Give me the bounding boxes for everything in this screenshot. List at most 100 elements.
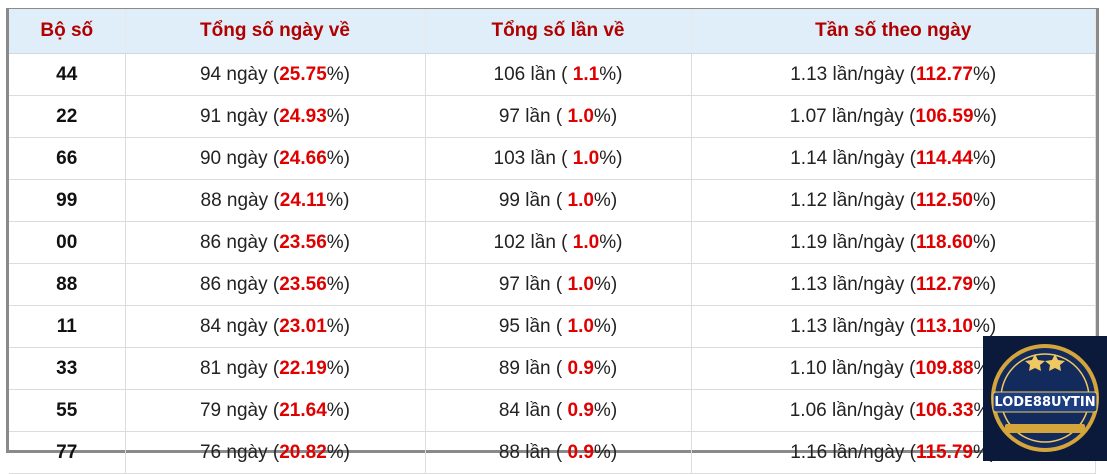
percent-value: 1.0 bbox=[567, 315, 594, 337]
percent-value: 24.11 bbox=[279, 189, 327, 211]
logo-star bbox=[1045, 354, 1065, 371]
header-row: Bộ số Tổng số ngày về Tổng số lần về Tần số… bbox=[9, 9, 1096, 54]
percent-value: 115.79 bbox=[915, 441, 974, 463]
cell-text: %) bbox=[973, 231, 997, 253]
percent-value: 23.01 bbox=[279, 315, 327, 337]
cell-text: 90 ngày ( bbox=[199, 147, 280, 169]
table-row: 55 79 ngày (21.64%) 84 lần ( 0.9%) 1.06 lần… bbox=[9, 389, 1096, 432]
cell-text: 106 lần ( bbox=[493, 63, 573, 85]
number-cell: 55 bbox=[9, 389, 126, 432]
lan-cell: 88 lần ( 0.9%) bbox=[425, 431, 692, 474]
table-frame: Bộ số Tổng số ngày về Tổng số lần về Tần số… bbox=[6, 8, 1099, 474]
cell-text: %) bbox=[326, 231, 350, 253]
percent-value: 0.9 bbox=[567, 441, 594, 463]
cell-text: %) bbox=[593, 441, 618, 463]
cell-text: 86 ngày ( bbox=[199, 231, 280, 253]
table-row: 88 86 ngày (23.56%) 97 lần ( 1.0%) 1.13 lần… bbox=[9, 263, 1096, 306]
lan-cell: 84 lần ( 0.9%) bbox=[425, 389, 692, 432]
percent-value: 1.0 bbox=[572, 231, 600, 253]
percent-value: 23.56 bbox=[279, 231, 327, 253]
cell-text: 84 ngày ( bbox=[199, 315, 280, 337]
lan-cell: 102 lần ( 1.0%) bbox=[425, 221, 692, 264]
cell-text: %) bbox=[326, 105, 350, 127]
percent-value: 20.82 bbox=[279, 441, 327, 463]
ngay-cell: 86 ngày (23.56%) bbox=[125, 221, 426, 264]
percent-value: 0.9 bbox=[567, 399, 594, 421]
stats-table: Bộ số Tổng số ngày về Tổng số lần về Tần số… bbox=[9, 9, 1096, 474]
percent-value: 25.75 bbox=[279, 63, 327, 85]
tan-so-cell: 1.19 lần/ngày (118.60%) bbox=[691, 221, 1096, 264]
cell-text: 1.13 lần/ngày ( bbox=[790, 273, 916, 295]
cell-text: 81 ngày ( bbox=[199, 357, 280, 379]
tan-so-cell: 1.13 lần/ngày (113.10%) bbox=[691, 305, 1096, 348]
cell-text: 1.16 lần/ngày ( bbox=[790, 441, 916, 463]
cell-text: 1.13 lần/ngày ( bbox=[790, 315, 916, 337]
cell-text: %) bbox=[326, 357, 350, 379]
percent-value: 24.93 bbox=[279, 105, 327, 127]
cell-text: 91 ngày ( bbox=[199, 105, 280, 127]
cell-text: %) bbox=[973, 315, 997, 337]
cell-text: 1.19 lần/ngày ( bbox=[790, 231, 916, 253]
lan-cell: 97 lần ( 1.0%) bbox=[425, 263, 692, 306]
cell-text: %) bbox=[326, 189, 350, 211]
tan-so-cell: 1.14 lần/ngày (114.44%) bbox=[691, 137, 1096, 180]
lan-cell: 106 lần ( 1.1%) bbox=[425, 53, 692, 96]
number-cell: 88 bbox=[9, 263, 126, 306]
cell-text: 88 ngày ( bbox=[200, 189, 280, 211]
cell-text: %) bbox=[973, 105, 997, 127]
ngay-cell: 84 ngày (23.01%) bbox=[125, 305, 426, 348]
tan-so-cell: 1.13 lần/ngày (112.77%) bbox=[691, 53, 1096, 96]
percent-value: 106.59 bbox=[915, 105, 974, 127]
header-cell: Bộ số bbox=[9, 9, 126, 54]
percent-value: 112.50 bbox=[915, 189, 974, 211]
table-row: 99 88 ngày (24.11%) 99 lần ( 1.0%) 1.12 lần… bbox=[9, 179, 1096, 222]
percent-value: 21.64 bbox=[279, 399, 327, 421]
logo: LODE88UYTIN bbox=[983, 336, 1107, 461]
cell-text: 97 lần ( bbox=[498, 105, 568, 127]
cell-text: %) bbox=[593, 273, 618, 295]
number-cell: 77 bbox=[9, 431, 126, 474]
cell-text: 76 ngày ( bbox=[199, 441, 280, 463]
number-cell: 33 bbox=[9, 347, 126, 390]
cell-text: %) bbox=[326, 441, 350, 463]
logo-text: LODE88UYTIN bbox=[994, 395, 1095, 410]
cell-text: 99 lần ( bbox=[498, 189, 568, 211]
ngay-cell: 88 ngày (24.11%) bbox=[125, 179, 426, 222]
cell-text: %) bbox=[599, 231, 623, 253]
cell-text: %) bbox=[326, 63, 350, 85]
cell-text: 84 lần ( bbox=[498, 399, 568, 421]
cell-text: 89 lần ( bbox=[498, 357, 568, 379]
cell-text: 1.07 lần/ngày ( bbox=[789, 105, 916, 127]
ngay-cell: 90 ngày (24.66%) bbox=[125, 137, 426, 180]
percent-value: 1.0 bbox=[567, 273, 594, 295]
cell-text: 1.10 lần/ngày ( bbox=[789, 357, 916, 379]
page: {"table": { "header": ["Bộ số", "Tổng số… bbox=[6, 8, 1107, 474]
ngay-cell: 79 ngày (21.64%) bbox=[125, 389, 426, 432]
ngay-cell: 81 ngày (22.19%) bbox=[125, 347, 426, 390]
cell-text: %) bbox=[326, 315, 350, 337]
table-row: 11 84 ngày (23.01%) 95 lần ( 1.0%) 1.13 lần… bbox=[9, 305, 1096, 348]
table-row: 33 81 ngày (22.19%) 89 lần ( 0.9%) 1.10 lần… bbox=[9, 347, 1096, 390]
logo-ribbon bbox=[1005, 424, 1085, 433]
cell-text: 97 lần ( bbox=[498, 273, 568, 295]
cell-text: 1.14 lần/ngày ( bbox=[790, 147, 916, 169]
cell-text: %) bbox=[599, 147, 623, 169]
cell-text: %) bbox=[973, 189, 997, 211]
ngay-cell: 91 ngày (24.93%) bbox=[125, 95, 426, 138]
percent-value: 109.88 bbox=[915, 357, 974, 379]
percent-value: 1.0 bbox=[567, 189, 594, 211]
lan-cell: 97 lần ( 1.0%) bbox=[425, 95, 692, 138]
cell-text: 86 ngày ( bbox=[199, 273, 280, 295]
number-cell: 66 bbox=[9, 137, 126, 180]
cell-text: 1.12 lần/ngày ( bbox=[790, 189, 916, 211]
cell-text: %) bbox=[973, 147, 997, 169]
header-cell: Tần số theo ngày bbox=[691, 9, 1096, 54]
cell-text: %) bbox=[593, 189, 618, 211]
cell-text: 94 ngày ( bbox=[199, 63, 280, 85]
cell-text: %) bbox=[326, 147, 350, 169]
cell-text: %) bbox=[593, 399, 618, 421]
cell-text: %) bbox=[593, 357, 618, 379]
cell-text: %) bbox=[326, 399, 350, 421]
percent-value: 112.77 bbox=[915, 63, 974, 85]
cell-text: %) bbox=[599, 63, 623, 85]
